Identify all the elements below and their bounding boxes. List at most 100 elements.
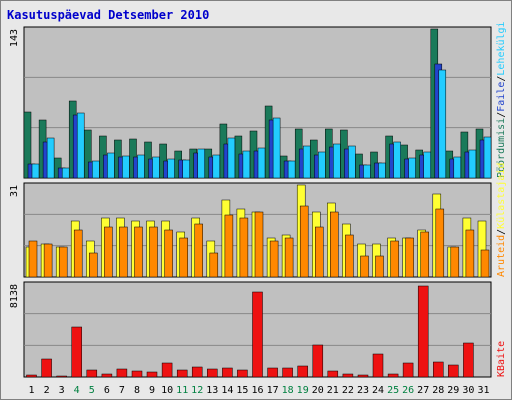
bar-kbaite-day-14	[222, 367, 233, 378]
bar-aruteid-day-27	[420, 231, 429, 278]
bar-faile-day-17	[272, 117, 281, 179]
x-tick-label: 18	[282, 385, 294, 396]
bar-kbaite-day-11	[176, 369, 188, 378]
x-tick-label: 12	[191, 385, 203, 396]
bar-kbaite-day-21	[327, 370, 339, 378]
bar-kbaite-day-22	[342, 373, 354, 378]
bar-aruteid-day-4	[73, 229, 83, 278]
bar-aruteid-day-19	[299, 205, 309, 278]
bar-faile-day-7	[122, 155, 130, 179]
bar-aruteid-day-18	[284, 237, 294, 278]
bar-faile-day-26	[408, 157, 416, 179]
panel-2-series-label: Aruteid/Külastajaid	[496, 163, 507, 277]
series-label-part: KBaite	[496, 341, 507, 377]
x-tick-label: 9	[149, 385, 155, 396]
bar-kbaite-day-16	[252, 291, 263, 378]
bar-kbaite-day-29	[448, 364, 459, 378]
bar-faile-day-22	[348, 145, 356, 179]
x-tick-label: 8	[134, 385, 140, 396]
x-tick-label: 31	[477, 385, 489, 396]
bar-faile-day-14	[227, 137, 236, 179]
bar-faile-day-2	[46, 137, 55, 179]
x-tick-label: 2	[44, 385, 50, 396]
series-label-part: Pöördumisi	[496, 118, 507, 178]
bar-aruteid-day-3	[58, 246, 68, 278]
bar-kbaite-day-12	[191, 366, 203, 378]
bar-faile-day-3	[61, 167, 70, 179]
x-tick-label: 5	[89, 385, 95, 396]
bar-faile-day-9	[152, 156, 160, 179]
bar-faile-day-13	[212, 154, 221, 179]
bar-kbaite-day-23	[357, 374, 369, 378]
bar-aruteid-day-23	[360, 255, 369, 278]
bar-kbaite-day-20	[312, 344, 324, 378]
x-tick-label: 29	[447, 385, 459, 396]
bar-faile-day-18	[287, 160, 296, 179]
bar-aruteid-day-21	[330, 211, 339, 278]
x-tick-label: 10	[161, 385, 173, 396]
x-tick-label: 16	[251, 385, 263, 396]
bar-kbaite-day-7	[116, 368, 128, 378]
bar-aruteid-day-30	[465, 229, 475, 278]
bar-faile-day-4	[76, 112, 85, 179]
bar-kbaite-day-18	[282, 367, 293, 378]
bar-aruteid-day-11	[179, 237, 188, 278]
bar-aruteid-day-8	[134, 226, 143, 278]
bar-kbaite-day-13	[207, 368, 218, 378]
bar-kbaite-day-15	[237, 369, 248, 378]
bar-aruteid-day-22	[345, 234, 354, 278]
bar-kbaite-day-6	[101, 373, 113, 378]
bar-kbaite-day-10	[161, 362, 173, 378]
bar-aruteid-day-9	[149, 226, 158, 278]
bar-aruteid-day-10	[164, 229, 173, 278]
bar-aruteid-day-24	[375, 255, 384, 278]
series-label-part: /	[496, 229, 507, 235]
bar-aruteid-day-20	[315, 226, 324, 278]
bar-kbaite-day-5	[86, 369, 98, 378]
bar-faile-day-20	[318, 151, 326, 179]
bar-aruteid-day-26	[405, 237, 414, 278]
x-tick-label: 22	[342, 385, 354, 396]
bar-pöördumisi-day-1	[23, 111, 32, 179]
x-tick-label: 28	[432, 385, 444, 396]
bar-aruteid-day-13	[209, 252, 219, 278]
bar-faile-day-15	[242, 150, 251, 179]
series-label-part: /	[496, 76, 507, 82]
x-tick-label: 25	[387, 385, 399, 396]
x-tick-label: 15	[236, 385, 248, 396]
bar-aruteid-day-25	[390, 240, 399, 278]
bar-kbaite-day-17	[267, 367, 278, 378]
bar-faile-day-23	[363, 164, 371, 179]
bar-kbaite-day-26	[402, 362, 414, 378]
x-tick-label: 20	[312, 385, 324, 396]
bar-faile-day-6	[107, 152, 115, 179]
panel-3-series-label: KBaite	[496, 341, 507, 377]
bar-faile-day-27	[423, 151, 431, 179]
bar-kbaite-day-2	[41, 358, 52, 378]
series-label-part: Faile	[496, 82, 507, 112]
bar-aruteid-day-12	[194, 223, 203, 278]
bar-faile-day-1	[31, 163, 40, 179]
x-tick-label: 23	[357, 385, 369, 396]
bar-aruteid-day-6	[104, 226, 113, 278]
bar-faile-day-29	[453, 156, 462, 179]
bar-aruteid-day-17	[269, 240, 279, 278]
x-tick-label: 17	[267, 385, 279, 396]
bar-faile-day-25	[393, 141, 401, 179]
x-tick-label: 24	[372, 385, 384, 396]
bar-faile-day-31	[483, 136, 492, 179]
panel-1-series-label: Pöördumisi/Faile/Lehekülgi	[496, 21, 507, 178]
bar-kbaite-day-3	[56, 375, 67, 378]
bar-faile-day-30	[468, 149, 477, 179]
bar-faile-day-10	[167, 158, 175, 179]
bar-aruteid-day-2	[43, 243, 53, 278]
bar-kbaite-day-1	[26, 374, 37, 378]
x-tick-label: 4	[74, 385, 80, 396]
panel-3-ymax-label: 8138	[9, 284, 20, 308]
series-label-part: /	[496, 112, 507, 118]
x-tick-label: 26	[402, 385, 414, 396]
bar-kbaite-day-9	[146, 371, 158, 378]
x-tick-label: 27	[417, 385, 429, 396]
panel-1-ymax-label: 143	[9, 29, 20, 47]
